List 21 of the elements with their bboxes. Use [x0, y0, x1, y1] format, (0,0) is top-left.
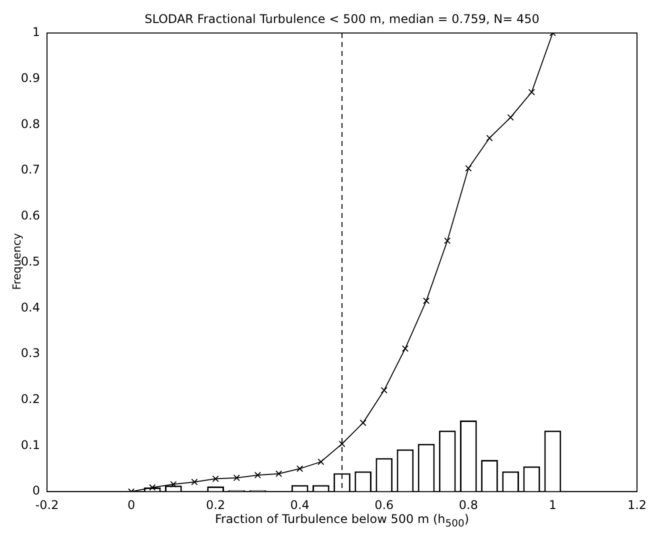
y-tick-label: 0.7	[20, 162, 40, 177]
y-tick-label: 0.3	[20, 346, 40, 360]
y-tick-label: 0.9	[20, 70, 40, 85]
x-tick-label: 0	[127, 498, 136, 512]
y-tick-label: 0.4	[20, 300, 40, 314]
y-tick-label: 1	[32, 25, 40, 40]
y-tick-label: 0.6	[20, 208, 40, 223]
x-tick-label: 0.6	[374, 498, 394, 512]
y-tick-label: 0	[32, 484, 40, 498]
y-axis-title: Frequency	[10, 232, 24, 292]
x-axis-title: Fraction of Turbulence below 500 m (h$_{500}$)	[214, 512, 470, 530]
x-tick-label: 0.4	[290, 498, 310, 512]
y-tick-label: 0.8	[20, 116, 40, 131]
chart-title: SLODAR Fractional Turbulence < 500 m, median = 0.759, N= 450	[144, 12, 540, 26]
y-tick-label: 0.1	[20, 438, 40, 452]
x-tick-label: -0.2	[35, 498, 59, 512]
x-tick-label: 1.2	[627, 498, 647, 512]
x-tick-label: 0.8	[458, 498, 478, 512]
y-tick-label: 0.2	[20, 392, 40, 406]
x-tick-label: 0.2	[206, 498, 226, 512]
x-tick-label: 1	[548, 498, 557, 512]
